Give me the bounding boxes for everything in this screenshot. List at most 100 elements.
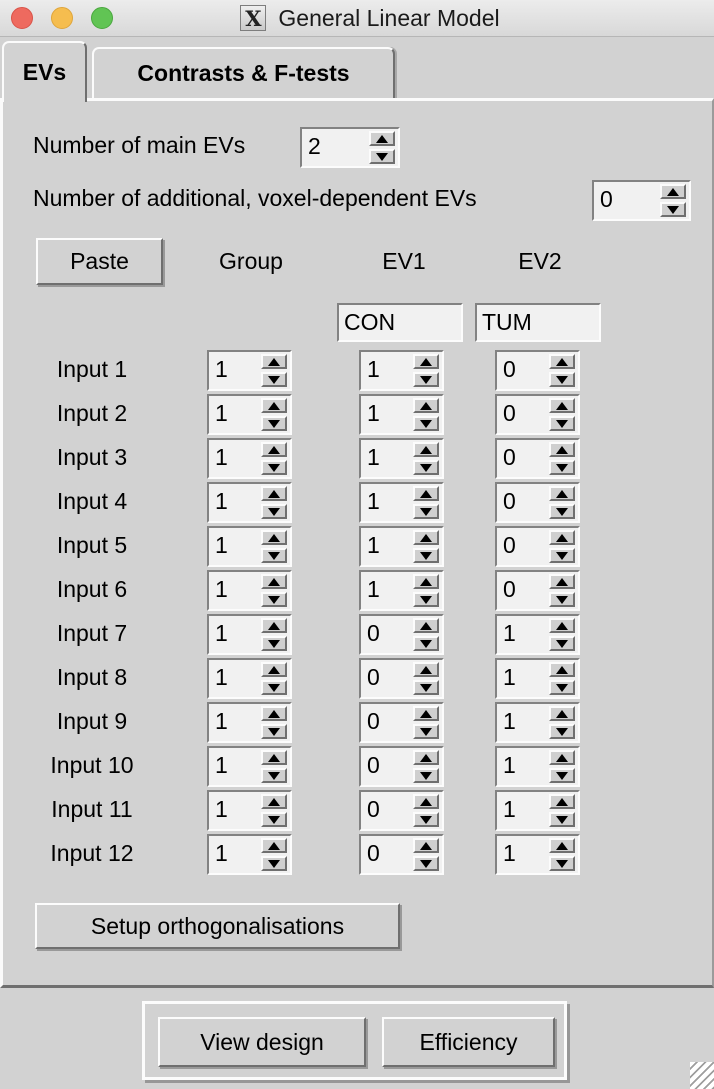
ev2-value[interactable]: 0 — [503, 488, 516, 514]
paste-button[interactable]: Paste — [36, 238, 163, 285]
ev1-spinbox[interactable]: 1 — [359, 482, 444, 523]
group-spinbox[interactable]: 1 — [207, 658, 292, 699]
spin-down-button[interactable] — [549, 548, 575, 563]
spin-up-button[interactable] — [261, 618, 287, 633]
ev2-spinbox[interactable]: 0 — [495, 570, 580, 611]
ev1-spinbox[interactable]: 0 — [359, 658, 444, 699]
spin-up-button[interactable] — [261, 794, 287, 809]
group-value[interactable]: 1 — [215, 488, 228, 514]
spin-up-button[interactable] — [549, 398, 575, 413]
spin-up-button[interactable] — [413, 398, 439, 413]
ev2-value[interactable]: 0 — [503, 444, 516, 470]
spin-down-button[interactable] — [413, 548, 439, 563]
ev2-spinbox[interactable]: 1 — [495, 614, 580, 655]
num-additional-evs-spinbox[interactable]: 0 — [592, 180, 691, 221]
spin-down-button[interactable] — [413, 416, 439, 431]
spin-down-button[interactable] — [261, 636, 287, 651]
spin-down-button[interactable] — [261, 592, 287, 607]
group-spinbox[interactable]: 1 — [207, 834, 292, 875]
spin-down-button[interactable] — [261, 768, 287, 783]
spin-down-button[interactable] — [549, 416, 575, 431]
group-spinbox[interactable]: 1 — [207, 394, 292, 435]
ev1-spinbox[interactable]: 0 — [359, 834, 444, 875]
group-value[interactable]: 1 — [215, 576, 228, 602]
spin-up-button[interactable] — [549, 618, 575, 633]
ev2-spinbox[interactable]: 1 — [495, 746, 580, 787]
ev2-spinbox[interactable]: 1 — [495, 658, 580, 699]
spin-up-button[interactable] — [413, 662, 439, 677]
group-spinbox[interactable]: 1 — [207, 702, 292, 743]
spin-up-button[interactable] — [413, 574, 439, 589]
num-additional-evs-value[interactable]: 0 — [600, 186, 613, 212]
spin-down-button[interactable] — [413, 724, 439, 739]
group-value[interactable]: 1 — [215, 752, 228, 778]
spin-up-button[interactable] — [413, 530, 439, 545]
spin-up-button[interactable] — [549, 838, 575, 853]
spin-up-button[interactable] — [549, 750, 575, 765]
spin-down-button[interactable] — [413, 504, 439, 519]
view-design-button[interactable]: View design — [158, 1017, 366, 1067]
spin-up-button[interactable] — [413, 486, 439, 501]
spin-down-button[interactable] — [413, 636, 439, 651]
tab-contrasts-ftests[interactable]: Contrasts & F-tests — [92, 47, 395, 98]
spin-up-button[interactable] — [261, 442, 287, 457]
group-spinbox[interactable]: 1 — [207, 526, 292, 567]
ev1-spinbox[interactable]: 1 — [359, 526, 444, 567]
ev1-spinbox[interactable]: 0 — [359, 702, 444, 743]
spin-up-button[interactable] — [549, 706, 575, 721]
resize-grip[interactable] — [690, 1062, 714, 1089]
efficiency-button[interactable]: Efficiency — [382, 1017, 555, 1067]
spin-up-button[interactable] — [261, 530, 287, 545]
spin-down-button[interactable] — [261, 680, 287, 695]
spin-down-button[interactable] — [549, 768, 575, 783]
ev1-spinbox[interactable]: 0 — [359, 746, 444, 787]
ev1-spinbox[interactable]: 1 — [359, 438, 444, 479]
spin-up-button[interactable] — [261, 398, 287, 413]
ev1-spinbox[interactable]: 1 — [359, 350, 444, 391]
spin-down-button[interactable] — [413, 680, 439, 695]
group-value[interactable]: 1 — [215, 400, 228, 426]
group-spinbox[interactable]: 1 — [207, 790, 292, 831]
ev2-spinbox[interactable]: 0 — [495, 482, 580, 523]
ev2-value[interactable]: 0 — [503, 356, 516, 382]
ev1-value[interactable]: 1 — [367, 576, 380, 602]
spin-up-button[interactable] — [261, 574, 287, 589]
ev2-spinbox[interactable]: 0 — [495, 438, 580, 479]
ev2-spinbox[interactable]: 1 — [495, 790, 580, 831]
spin-down-button[interactable] — [369, 149, 395, 164]
spin-up-button[interactable] — [413, 750, 439, 765]
group-spinbox[interactable]: 1 — [207, 482, 292, 523]
spin-down-button[interactable] — [549, 636, 575, 651]
spin-up-button[interactable] — [413, 442, 439, 457]
ev2-value[interactable]: 1 — [503, 796, 516, 822]
spin-down-button[interactable] — [549, 592, 575, 607]
ev2-value[interactable]: 1 — [503, 840, 516, 866]
spin-down-button[interactable] — [261, 372, 287, 387]
tab-evs[interactable]: EVs — [2, 41, 87, 102]
spin-up-button[interactable] — [549, 442, 575, 457]
group-value[interactable]: 1 — [215, 444, 228, 470]
ev1-value[interactable]: 1 — [367, 444, 380, 470]
ev2-spinbox[interactable]: 1 — [495, 834, 580, 875]
spin-down-button[interactable] — [261, 548, 287, 563]
spin-down-button[interactable] — [549, 856, 575, 871]
ev2-value[interactable]: 0 — [503, 400, 516, 426]
ev1-spinbox[interactable]: 0 — [359, 790, 444, 831]
ev2-value[interactable]: 0 — [503, 576, 516, 602]
spin-down-button[interactable] — [549, 680, 575, 695]
spin-up-button[interactable] — [413, 706, 439, 721]
setup-orthogonalisations-button[interactable]: Setup orthogonalisations — [35, 903, 400, 949]
spin-up-button[interactable] — [413, 354, 439, 369]
spin-up-button[interactable] — [261, 354, 287, 369]
spin-up-button[interactable] — [261, 486, 287, 501]
zoom-button[interactable] — [91, 7, 113, 29]
spin-down-button[interactable] — [261, 724, 287, 739]
ev1-value[interactable]: 1 — [367, 400, 380, 426]
ev1-value[interactable]: 1 — [367, 532, 380, 558]
ev1-spinbox[interactable]: 1 — [359, 570, 444, 611]
spin-up-button[interactable] — [549, 662, 575, 677]
spin-down-button[interactable] — [413, 768, 439, 783]
spin-up-button[interactable] — [261, 706, 287, 721]
spin-down-button[interactable] — [261, 856, 287, 871]
spin-up-button[interactable] — [660, 184, 686, 199]
